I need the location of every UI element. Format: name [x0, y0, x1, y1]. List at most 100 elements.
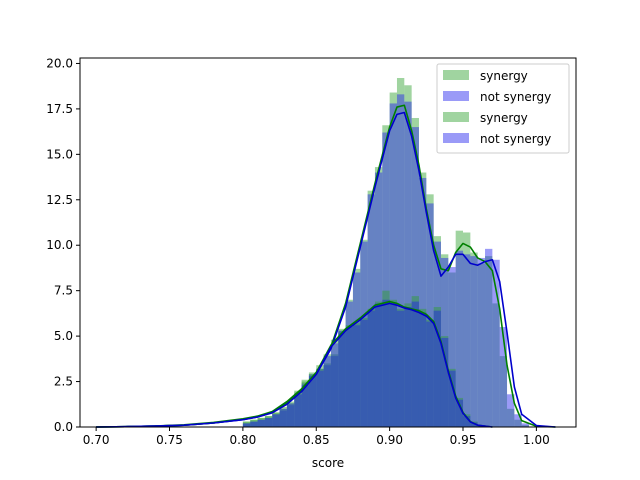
kde-lines: [96, 104, 556, 428]
histogram-bar: [360, 239, 368, 427]
histogram-bar: [492, 259, 500, 427]
x-tick-label: 0.90: [376, 433, 403, 447]
x-axis-label: score: [312, 456, 344, 470]
histogram-bar: [264, 417, 273, 427]
histogram-bar: [374, 167, 383, 427]
histogram-bar: [323, 356, 331, 427]
histogram-bar: [352, 323, 361, 427]
histogram-bar: [294, 394, 302, 427]
histogram-bar: [352, 325, 361, 427]
histogram-bar: [250, 421, 258, 427]
legend-swatch-synergy-2: [443, 112, 469, 122]
histogram-series-2: [242, 290, 493, 427]
histogram-bar: [374, 172, 383, 427]
y-tick-label: 10.0: [46, 238, 73, 252]
histogram-bar: [382, 299, 390, 427]
histogram-bar: [301, 379, 309, 427]
histogram-bar: [286, 403, 295, 427]
histogram-bar: [279, 408, 287, 427]
histogram-bar: [352, 272, 361, 427]
histogram-bar: [470, 256, 478, 427]
histogram-bar: [404, 101, 412, 427]
histogram-bar: [411, 301, 419, 427]
histogram-bar: [404, 307, 412, 427]
histogram-series-0: [242, 78, 530, 428]
histogram-bar: [294, 394, 302, 427]
histogram-bar: [301, 385, 309, 427]
histogram-bar: [418, 177, 427, 427]
histogram-bar: [492, 303, 500, 427]
histogram-bar: [338, 330, 346, 427]
histogram-bar: [360, 241, 368, 427]
histogram-bar: [257, 419, 265, 427]
histogram-bar: [308, 376, 317, 427]
histogram-bar: [463, 414, 471, 427]
x-tick-label: 0.70: [83, 433, 110, 447]
histogram-bar: [323, 354, 331, 427]
x-axis-ticks: 0.70 0.75 0.80 0.85 0.90 0.95 1.00: [83, 427, 550, 447]
histogram-bar: [396, 78, 405, 427]
y-tick-label: 17.5: [46, 102, 73, 116]
x-tick-label: 0.95: [450, 433, 477, 447]
histogram-bar: [389, 92, 397, 427]
histogram-bar: [286, 405, 295, 427]
histogram-bar: [338, 330, 346, 427]
histogram-bar: [514, 419, 522, 427]
y-tick-label: 0.0: [54, 420, 73, 434]
histogram-bar: [382, 290, 390, 427]
histogram-bar: [352, 268, 361, 427]
histogram-bar: [330, 343, 339, 427]
histogram-bar: [455, 230, 464, 427]
histogram-bar: [286, 401, 295, 427]
x-tick-label: 0.80: [230, 433, 257, 447]
histogram-bar: [272, 412, 280, 427]
histogram-bar: [448, 267, 456, 427]
histogram-bar: [448, 368, 456, 427]
histogram-bar: [485, 256, 493, 427]
histogram-bar: [250, 419, 258, 427]
histogram-bar: [264, 416, 273, 427]
histogram-bar: [286, 403, 295, 427]
histogram-bar: [345, 301, 353, 427]
histogram-bar: [455, 397, 464, 427]
histogram-bar: [316, 368, 324, 427]
y-tick-label: 2.5: [54, 375, 73, 389]
histogram-bar: [272, 412, 280, 427]
histogram-bar: [316, 370, 324, 427]
histogram-bar: [440, 254, 449, 427]
histogram-bar: [272, 414, 280, 427]
histogram-bar: [477, 263, 486, 427]
histogram-bar: [499, 356, 508, 427]
histogram-bar: [257, 419, 265, 427]
histogram-bar: [404, 303, 412, 427]
histogram-bar: [345, 325, 353, 427]
histogram-bar: [374, 301, 383, 427]
y-axis-ticks: 0.0 2.5 5.0 7.5 10.0 12.5 15.0 17.5 20.0: [46, 56, 80, 434]
y-tick-label: 7.5: [54, 284, 73, 298]
histogram-bar: [440, 337, 449, 427]
histogram-bar: [514, 414, 522, 427]
histogram-bar: [470, 252, 478, 427]
histogram-bar: [345, 299, 353, 427]
histogram-bar: [301, 381, 309, 427]
histogram-bar: [250, 419, 258, 427]
histogram-bar: [396, 310, 405, 427]
histogram-bar: [250, 421, 258, 427]
histogram-bar: [411, 296, 419, 427]
legend-label-not-synergy: not synergy: [480, 90, 551, 104]
histogram-bar: [257, 417, 265, 427]
histogram-bar: [279, 407, 287, 427]
histogram-bar: [440, 257, 449, 427]
histogram-bar: [308, 372, 317, 427]
histogram-bar: [507, 408, 515, 427]
x-tick-label: 0.85: [303, 433, 330, 447]
histogram-bar: [338, 328, 346, 427]
histogram-bar: [330, 339, 339, 427]
histogram-bar: [426, 203, 434, 427]
legend-swatch-not-synergy-2: [443, 133, 469, 143]
histogram-bar: [455, 250, 464, 427]
histogram-bar: [308, 374, 317, 427]
legend: synergy not synergy synergy not synergy: [436, 63, 570, 154]
histogram-bar: [418, 308, 427, 427]
histogram-bar: [279, 410, 287, 427]
